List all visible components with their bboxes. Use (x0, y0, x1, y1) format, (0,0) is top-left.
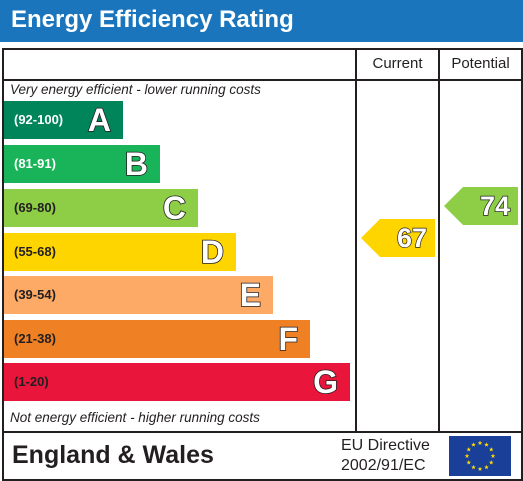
band-letter: D (200, 233, 225, 271)
band-c: (69-80) C (4, 189, 198, 227)
band-letter: E (239, 276, 262, 314)
star-icon (484, 442, 489, 447)
star-icon (464, 453, 470, 458)
eu-flag-icon (449, 436, 511, 476)
band-e: (39-54) E (4, 276, 273, 314)
directive-line-2: 2002/91/EC (341, 457, 426, 474)
star-icon (471, 442, 476, 447)
caption-not-efficient: Not energy efficient - higher running co… (10, 410, 260, 425)
eu-stars (464, 440, 496, 471)
current-rating-arrow: 67 (361, 219, 435, 257)
band-letter: C (162, 189, 187, 227)
band-f: (21-38) F (4, 320, 310, 358)
divider-potential-left (438, 48, 440, 432)
band-letter: F (278, 320, 299, 358)
band-range-label: (69-80) (14, 200, 56, 215)
potential-rating-arrow: 74 (444, 187, 518, 225)
star-icon (490, 453, 496, 458)
star-icon (477, 440, 483, 445)
title-bar: Energy Efficiency Rating (0, 0, 523, 42)
page-title: Energy Efficiency Rating (11, 6, 294, 33)
column-header-current: Current (372, 55, 423, 72)
arrow-shape (444, 187, 518, 225)
band-letter: G (312, 363, 338, 401)
rating-frame (2, 48, 523, 481)
band-range-label: (55-68) (14, 244, 56, 259)
star-icon (488, 460, 494, 465)
band-range-label: (92-100) (14, 112, 64, 127)
divider-current-left (355, 48, 357, 432)
band-letter: B (124, 145, 149, 183)
current-rating-value: 67 (396, 222, 427, 253)
star-icon (484, 464, 489, 470)
star-icon (488, 447, 494, 452)
star-icon (471, 464, 476, 470)
band-letter: A (87, 101, 112, 139)
band-g: (1-20) G (4, 363, 350, 401)
star-icon (466, 447, 472, 452)
star-icon (466, 460, 472, 465)
band-a: (92-100) A (4, 101, 123, 139)
divider-footer (2, 431, 523, 433)
band-b: (81-91) B (4, 145, 160, 183)
band-d: (55-68) D (4, 233, 236, 271)
band-range-label: (1-20) (14, 374, 49, 389)
caption-very-efficient: Very energy efficient - lower running co… (10, 82, 261, 97)
divider-header (2, 79, 523, 81)
star-icon (477, 466, 483, 471)
potential-rating-value: 74 (479, 190, 510, 221)
region-label: England & Wales (12, 441, 214, 469)
band-range-label: (81-91) (14, 156, 56, 171)
band-range-label: (39-54) (14, 287, 56, 302)
band-range-label: (21-38) (14, 331, 56, 346)
arrow-shape (361, 219, 435, 257)
directive-line-1: EU Directive (341, 437, 430, 454)
column-header-potential: Potential (451, 55, 510, 72)
